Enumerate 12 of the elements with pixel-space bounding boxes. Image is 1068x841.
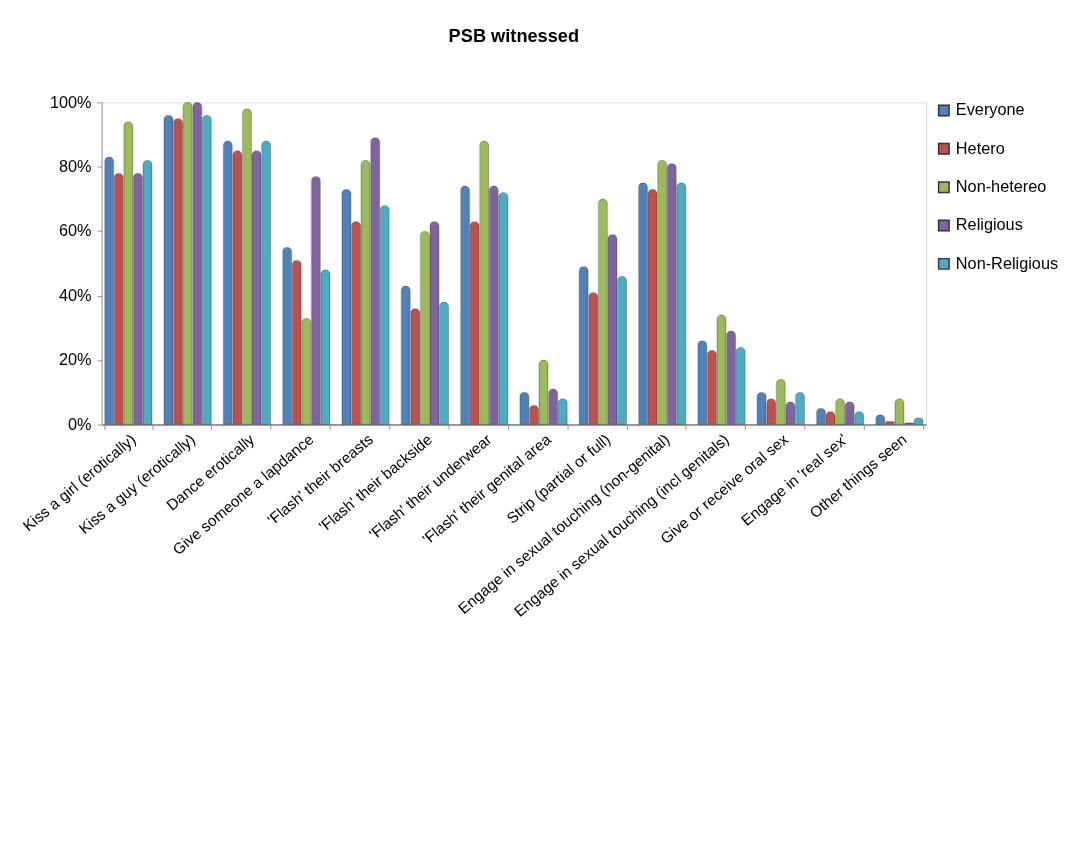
chart-title: PSB witnessed	[448, 25, 580, 46]
legend-label: Non-hetereo	[955, 176, 1047, 195]
y-tick-label: 40%	[58, 285, 92, 304]
y-tick-label: 0%	[68, 414, 92, 433]
legend-label: Non-Religious	[955, 253, 1059, 272]
y-tick-label: 20%	[58, 350, 92, 369]
legend-label: Everyone	[955, 100, 1025, 119]
y-tick-label: 100%	[49, 92, 92, 111]
legend-label: Hetero	[955, 138, 1005, 157]
legend-label: Religious	[955, 215, 1023, 234]
y-tick-label: 60%	[58, 221, 92, 240]
y-tick-label: 80%	[58, 157, 92, 176]
